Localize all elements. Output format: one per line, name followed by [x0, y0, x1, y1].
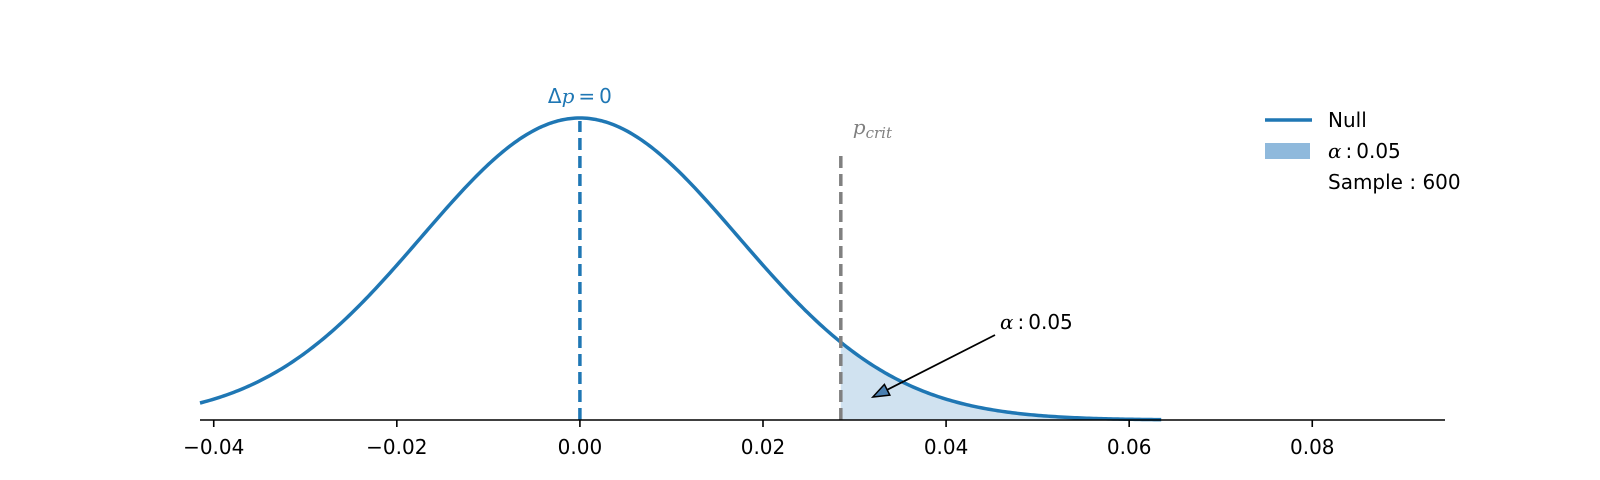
annotation-arrow-head	[870, 383, 891, 398]
legend-label: Sample : 600	[1328, 170, 1461, 194]
plot-area: Δp = 0 pcrit α : 0.05	[199, 84, 1162, 422]
x-tick-label: 0.00	[558, 435, 603, 459]
annotation-arrow-shaft	[882, 334, 996, 393]
critical-line-label: pcrit	[853, 115, 893, 142]
null-curve	[199, 116, 1162, 422]
x-tick-label: −0.04	[183, 435, 244, 459]
x-tick-label: −0.02	[366, 435, 427, 459]
x-tick-label: 0.04	[924, 435, 969, 459]
x-tick-label: 0.06	[1107, 435, 1152, 459]
mean-line-label: Δp = 0	[548, 84, 612, 108]
x-tick-label: 0.02	[741, 435, 786, 459]
legend-label: α : 0.05	[1328, 139, 1401, 163]
alpha-region	[840, 342, 1162, 420]
legend-label: Null	[1328, 108, 1367, 132]
legend-alpha-swatch	[1265, 143, 1310, 159]
x-tick-label: 0.08	[1290, 435, 1335, 459]
legend: Null α : 0.05 Sample : 600	[1265, 108, 1461, 194]
x-axis: −0.04 −0.02 0.00 0.02 0.04 0.06 0.08	[183, 419, 1445, 459]
annotation-label: α : 0.05	[1000, 310, 1073, 334]
